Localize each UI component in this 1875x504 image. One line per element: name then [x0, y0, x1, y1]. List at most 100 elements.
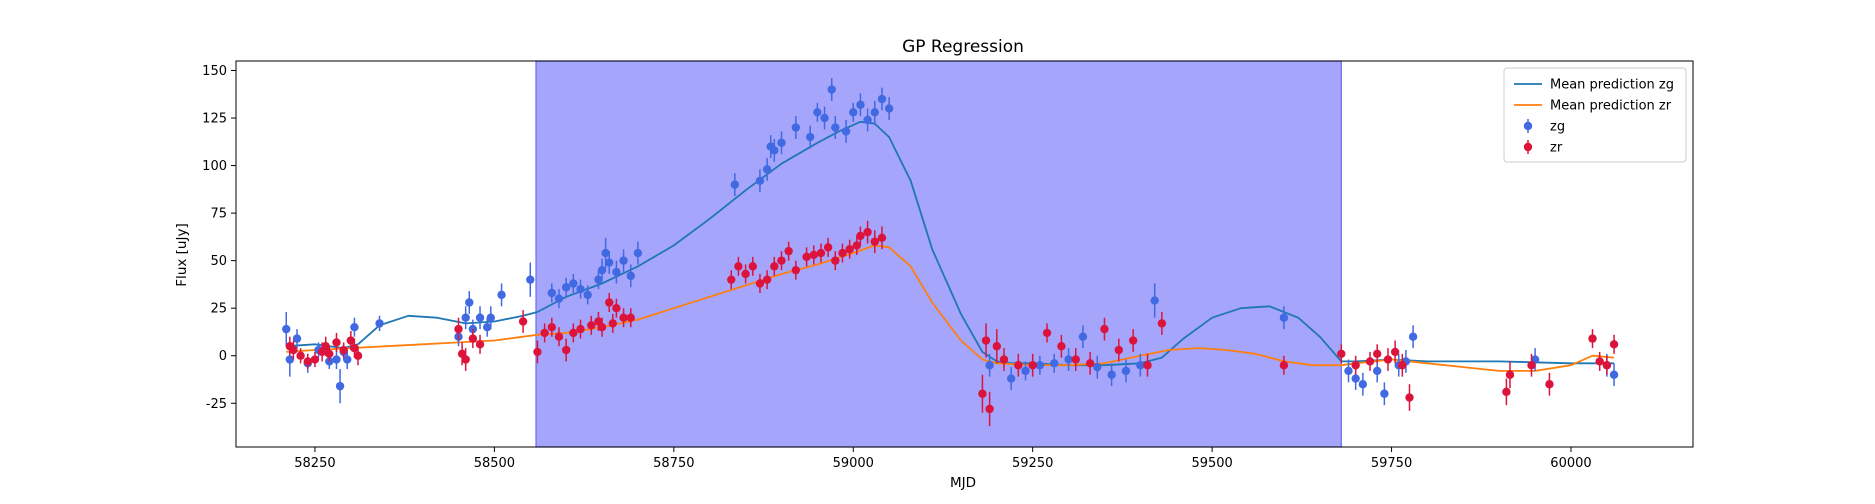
zr-marker	[533, 347, 542, 357]
zr-marker	[540, 328, 549, 338]
zg-point	[1050, 353, 1059, 373]
y-tick-label: 0	[219, 349, 227, 364]
plot-data-group	[282, 78, 1619, 427]
zr-marker	[454, 324, 463, 334]
zr-marker	[1527, 361, 1536, 370]
zr-point	[823, 237, 833, 257]
zg-point	[820, 106, 829, 130]
zr-point	[587, 315, 596, 335]
legend-label: zr	[1550, 141, 1563, 156]
zg-marker	[1021, 366, 1030, 376]
zg-point	[605, 251, 614, 274]
zg-marker	[827, 85, 836, 94]
zg-point	[827, 78, 836, 101]
zg-marker	[870, 108, 879, 117]
zr-marker	[1602, 361, 1612, 370]
zr-marker	[339, 345, 348, 355]
zr-marker	[978, 389, 987, 398]
zr-point	[475, 334, 485, 354]
zr-point	[1588, 329, 1597, 349]
zg-marker	[1006, 374, 1016, 383]
zr-point	[289, 340, 298, 360]
zg-marker	[1380, 389, 1389, 398]
x-tick-label: 60000	[1550, 456, 1591, 471]
zg-marker	[1050, 359, 1059, 368]
zr-point	[999, 348, 1009, 371]
zr-marker	[325, 349, 334, 359]
zg-point	[612, 260, 621, 284]
zg-point	[813, 102, 822, 122]
zr-marker	[1365, 357, 1375, 366]
legend: Mean prediction zg Mean prediction zr zg zr	[1503, 67, 1687, 163]
zg-marker	[805, 132, 815, 142]
zg-marker	[762, 165, 772, 174]
zr-marker	[985, 404, 994, 414]
zr-point	[468, 329, 478, 349]
zg-point	[1150, 283, 1159, 318]
zr-point	[831, 251, 840, 271]
zr-marker	[981, 336, 991, 345]
zg-marker	[483, 323, 492, 332]
zr-point	[296, 348, 305, 364]
zr-marker	[576, 324, 585, 334]
zg-point	[350, 317, 359, 337]
zr-marker	[762, 275, 772, 284]
zg-marker	[1351, 374, 1360, 383]
zg-point	[483, 317, 492, 337]
zg-point	[375, 315, 384, 332]
legend-swatch-marker	[1523, 121, 1533, 131]
zr-marker	[845, 245, 854, 254]
zr-point	[863, 220, 872, 244]
zr-marker	[561, 345, 571, 355]
zg-marker	[597, 265, 607, 275]
zr-marker	[1057, 342, 1066, 351]
zr-point	[1057, 334, 1066, 358]
zg-point	[1609, 363, 1619, 387]
zr-point	[332, 332, 341, 352]
zg-marker	[1107, 370, 1116, 379]
zr-point	[1042, 323, 1052, 343]
zg-point	[475, 306, 485, 330]
zr-point	[533, 340, 542, 364]
zr-point	[1157, 311, 1167, 335]
zg-marker	[605, 258, 614, 267]
zr-point	[1143, 353, 1152, 377]
zr-point	[770, 256, 779, 276]
zr-point	[597, 317, 607, 337]
zg-point	[870, 100, 879, 124]
zr-point	[1128, 329, 1138, 352]
x-tick-label: 58750	[653, 456, 694, 471]
zg-marker	[292, 334, 302, 343]
zg-marker	[497, 290, 506, 300]
zg-marker	[468, 324, 478, 334]
zg-mean-line	[286, 120, 1614, 367]
zg-point	[884, 97, 894, 120]
zr-marker	[1100, 324, 1109, 334]
zr-marker	[791, 265, 801, 275]
zr-point	[339, 342, 348, 358]
zr-point	[325, 346, 334, 362]
zg-point	[547, 283, 557, 303]
zg-marker	[1408, 332, 1418, 341]
zg-point	[282, 311, 291, 347]
zr-point	[978, 374, 987, 413]
zg-point	[755, 169, 765, 193]
zr-marker	[784, 246, 793, 256]
zr-point	[748, 256, 757, 276]
x-tick-label: 59750	[1371, 456, 1412, 471]
zg-point	[597, 258, 607, 282]
x-tick-label: 59250	[1012, 456, 1053, 471]
zr-point	[1505, 361, 1515, 389]
zg-marker	[526, 275, 535, 284]
zr-marker	[1390, 347, 1400, 357]
zr-marker	[770, 262, 779, 271]
zg-point	[1064, 348, 1073, 371]
zr-point	[791, 260, 801, 280]
zr-point	[1100, 317, 1109, 341]
zr-marker	[1028, 361, 1037, 370]
zr-marker	[823, 243, 833, 252]
zr-point	[569, 323, 578, 343]
zr-marker	[597, 323, 607, 332]
zr-point	[626, 308, 635, 328]
zg-marker	[594, 275, 603, 284]
